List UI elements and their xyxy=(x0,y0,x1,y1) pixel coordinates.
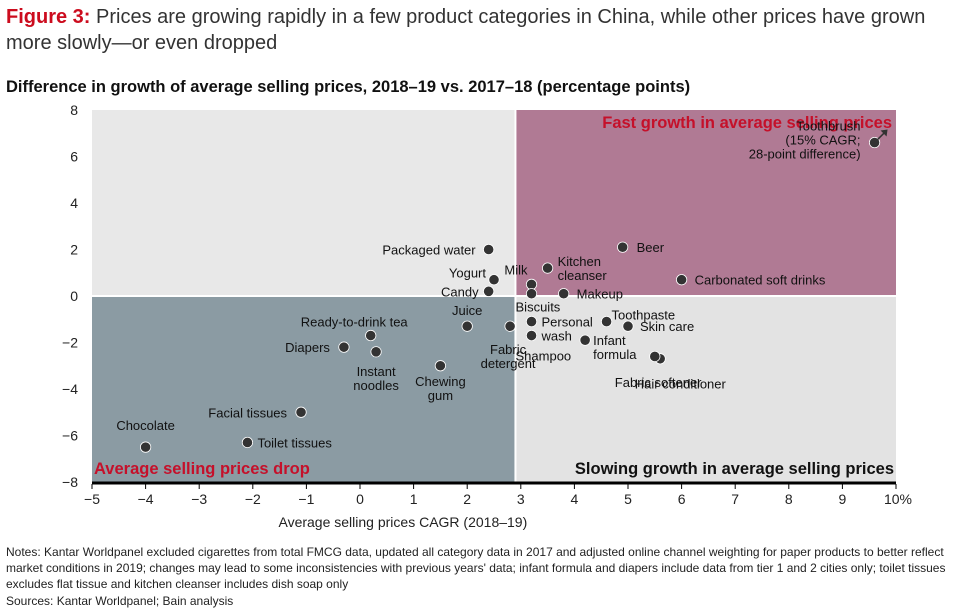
point-label: Facial tissues xyxy=(208,405,287,420)
point-label: Toilet tissues xyxy=(257,435,332,450)
data-point xyxy=(558,288,570,300)
point-label: Toothpaste xyxy=(612,308,676,323)
data-point xyxy=(370,346,382,358)
slowing-growth-label: Slowing growth in average selling prices xyxy=(575,460,894,478)
y-tick-label: 2 xyxy=(70,242,78,258)
chart-title: Difference in growth of average selling … xyxy=(6,78,691,96)
figure-title: Figure 3: Prices are growing rapidly in … xyxy=(6,4,951,56)
data-point xyxy=(504,320,516,332)
y-tick-label: 0 xyxy=(70,288,78,304)
data-point xyxy=(649,350,661,363)
point-label: Candy xyxy=(441,284,479,299)
notes: Notes: Kantar Worldpanel excluded cigare… xyxy=(6,545,946,591)
x-tick-label: 1 xyxy=(410,491,418,507)
data-point xyxy=(868,136,881,149)
price-drop-label: Average selling prices drop xyxy=(94,460,310,478)
data-point xyxy=(675,274,688,286)
x-tick-label: 5 xyxy=(624,491,632,507)
point-label: Chewing gum xyxy=(415,374,466,403)
data-point xyxy=(622,320,634,332)
axis-lines xyxy=(92,110,896,485)
data-point xyxy=(525,329,538,342)
point-label: Fabric softener xyxy=(615,375,702,390)
x-tick-label: −3 xyxy=(191,491,207,507)
x-tick-label: −4 xyxy=(138,491,154,507)
point-label: Biscuits xyxy=(516,300,561,315)
y-tick-label: −2 xyxy=(62,335,78,351)
data-point xyxy=(338,341,350,353)
quadrant-backgrounds xyxy=(92,110,896,482)
point-label: Carbonated soft drinks xyxy=(695,273,826,288)
data-point xyxy=(488,274,500,286)
x-tick-label: 8 xyxy=(785,491,793,507)
data-point xyxy=(600,315,613,328)
point-label: Diapers xyxy=(285,340,330,355)
y-tick-label: −4 xyxy=(62,381,78,397)
top-left-quadrant xyxy=(92,110,516,296)
x-axis-label: Average selling prices CAGR (2018–19) xyxy=(278,514,527,530)
y-tick-label: −8 xyxy=(62,474,78,490)
data-point xyxy=(525,315,538,328)
fast-growth-label: Fast growth in average selling prices xyxy=(602,114,892,132)
sources: Sources: Kantar Worldpanel; Bain analysi… xyxy=(6,594,234,608)
data-point xyxy=(434,360,446,372)
price-drop-quadrant xyxy=(92,296,516,482)
x-tick-label: −5 xyxy=(84,491,100,507)
point-label: Toothbrush (15% CAGR; 28-point difference) xyxy=(749,119,861,162)
y-tick-label: 4 xyxy=(70,195,78,211)
x-tick-label: 2 xyxy=(463,491,471,507)
point-label: Makeup xyxy=(577,287,623,302)
data-point xyxy=(241,436,254,449)
point-label: Ready-to-drink tea xyxy=(301,315,409,330)
figure-title-text: Prices are growing rapidly in a few prod… xyxy=(6,6,926,54)
point-labels: Toothbrush (15% CAGR; 28-point difference)… xyxy=(116,119,860,451)
point-label: Yogurt xyxy=(449,266,486,281)
y-tick-label: −6 xyxy=(62,428,78,444)
x-tick-label: 4 xyxy=(571,491,579,507)
point-label: Hair conditioner xyxy=(635,376,727,391)
point-label: Personal wash xyxy=(541,315,593,344)
figure-label: Figure 3: xyxy=(6,6,91,28)
off-chart-arrowhead xyxy=(880,129,888,137)
point-label: Infant formula xyxy=(593,333,637,362)
data-point xyxy=(525,278,538,290)
data-points xyxy=(140,129,888,453)
quadrant-labels: Fast growth in average selling prices Ave… xyxy=(94,114,894,478)
scatter-chart: −5 −4 −3 −2 −1 0 1 2 3 4 5 6 7 8 9 10% 8 6 4 2 0 −2 −4 −6 −8 Fas… xyxy=(62,102,912,530)
point-label: Kitchen cleanser xyxy=(558,254,608,283)
point-label: Packaged water xyxy=(382,243,476,258)
fast-growth-quadrant xyxy=(515,110,896,296)
point-label: Juice xyxy=(452,303,482,318)
y-tick-label: 6 xyxy=(70,149,78,165)
data-point xyxy=(483,243,495,256)
data-point xyxy=(541,262,554,274)
point-label: Fabric detergent xyxy=(481,342,536,371)
tick-labels: −5 −4 −3 −2 −1 0 1 2 3 4 5 6 7 8 9 10% 8 6 4 2 0 −2 −4 −6 −8 xyxy=(62,102,912,507)
point-label: Shampoo xyxy=(516,349,572,364)
data-point xyxy=(525,288,538,300)
x-tick-label: −2 xyxy=(245,491,261,507)
data-point xyxy=(579,334,591,346)
point-label: Beer xyxy=(637,240,665,255)
point-label: Skin care xyxy=(640,319,694,334)
data-point xyxy=(461,320,473,332)
x-tick-label: 10% xyxy=(884,491,912,507)
data-point xyxy=(617,241,629,253)
x-tick-label: 9 xyxy=(839,491,847,507)
data-point xyxy=(140,441,152,453)
y-tick-label: 8 xyxy=(70,102,78,118)
data-point xyxy=(295,406,307,418)
point-label: Chocolate xyxy=(116,418,175,433)
x-tick-label: 3 xyxy=(517,491,525,507)
point-label: Milk xyxy=(504,262,528,277)
data-point xyxy=(483,285,495,297)
point-label: Instant noodles xyxy=(353,364,399,393)
x-tick-label: 6 xyxy=(678,491,686,507)
x-tick-label: 0 xyxy=(356,491,364,507)
x-tick-label: −1 xyxy=(298,491,314,507)
data-point xyxy=(365,329,377,342)
x-tick-label: 7 xyxy=(731,491,739,507)
